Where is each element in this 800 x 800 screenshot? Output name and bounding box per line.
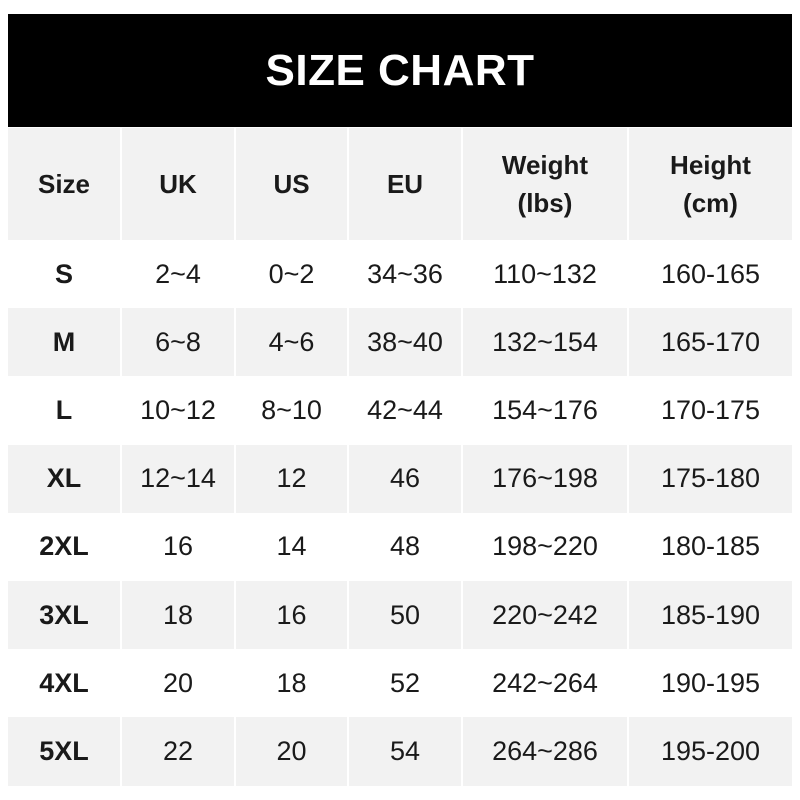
table-row: M 6~8 4~6 38~40 132~154 165-170 — [8, 308, 792, 377]
cell-eu: 48 — [347, 512, 462, 581]
cell-us: 20 — [234, 717, 348, 786]
cell-eu: 54 — [347, 717, 462, 786]
cell-us: 0~2 — [234, 240, 348, 309]
cell-size: S — [54, 258, 73, 289]
table-row: 4XL 20 18 52 242~264 190-195 — [8, 649, 792, 718]
cell-eu: 34~36 — [347, 240, 462, 309]
cell-us: 12 — [234, 444, 348, 513]
cell-size: XL — [8, 444, 121, 513]
cell-size: 5XL — [8, 717, 121, 786]
column-header-us: US — [234, 128, 348, 240]
cell-us: 18 — [234, 649, 348, 718]
cell-height: 190-195 — [627, 649, 792, 718]
cell-weight: 154~176 — [461, 376, 628, 445]
cell-uk: 22 — [120, 717, 235, 786]
table-row: XL 12~14 12 46 176~198 175-180 — [8, 444, 792, 513]
cell-us: 8~10 — [234, 376, 348, 445]
cell-size: 3XL — [8, 580, 121, 650]
cell-uk: 10~12 — [120, 376, 235, 445]
cell-size: 2XL — [39, 531, 89, 562]
cell-height: 160-165 — [627, 240, 792, 309]
cell-eu: 42~44 — [347, 376, 462, 445]
cell-uk: 2~4 — [120, 240, 235, 309]
size-chart-table: Size UK US EU Weight (lbs) Height (cm) S 2~4 0~… — [8, 128, 792, 786]
cell-size: L — [55, 394, 73, 425]
cell-height: 180-185 — [627, 512, 792, 581]
cell-weight: 132~154 — [461, 308, 628, 377]
cell-weight: 220~242 — [461, 580, 628, 650]
cell-height: 175-180 — [627, 444, 792, 513]
table-row: 2XL 16 14 48 198~220 180-185 — [8, 512, 792, 581]
cell-size: 4XL — [39, 667, 89, 698]
cell-us: 14 — [234, 512, 348, 581]
column-header-size: Size — [8, 128, 121, 240]
cell-weight: 176~198 — [461, 444, 628, 513]
cell-us: 4~6 — [234, 308, 348, 377]
cell-weight: 264~286 — [461, 717, 628, 786]
cell-us: 16 — [234, 580, 348, 650]
column-header-height: Height (cm) — [627, 128, 792, 240]
cell-weight: 198~220 — [461, 512, 628, 581]
table-row: 5XL 22 20 54 264~286 195-200 — [8, 717, 792, 786]
table-row: S 2~4 0~2 34~36 110~132 160-165 — [8, 240, 792, 309]
cell-uk: 16 — [120, 512, 235, 581]
cell-height: 165-170 — [627, 308, 792, 377]
cell-uk: 20 — [120, 649, 235, 718]
cell-eu: 46 — [347, 444, 462, 513]
table-row: 3XL 18 16 50 220~242 185-190 — [8, 580, 792, 650]
table-row: L 10~12 8~10 42~44 154~176 170-175 — [8, 376, 792, 445]
column-header-uk: UK — [120, 128, 235, 240]
cell-uk: 6~8 — [120, 308, 235, 377]
column-header-eu: EU — [347, 128, 462, 240]
cell-uk: 18 — [120, 580, 235, 650]
cell-eu: 50 — [347, 580, 462, 650]
cell-size: M — [8, 308, 121, 377]
header-row: Size UK US EU Weight (lbs) Height (cm) — [8, 128, 792, 240]
cell-eu: 52 — [347, 649, 462, 718]
cell-uk: 12~14 — [120, 444, 235, 513]
cell-height: 170-175 — [627, 376, 792, 445]
page-title: SIZE CHART — [8, 14, 792, 127]
cell-height: 195-200 — [627, 717, 792, 786]
cell-height: 185-190 — [627, 580, 792, 650]
cell-weight: 110~132 — [461, 240, 628, 309]
column-header-weight: Weight (lbs) — [461, 128, 628, 240]
cell-weight: 242~264 — [461, 649, 628, 718]
cell-eu: 38~40 — [347, 308, 462, 377]
